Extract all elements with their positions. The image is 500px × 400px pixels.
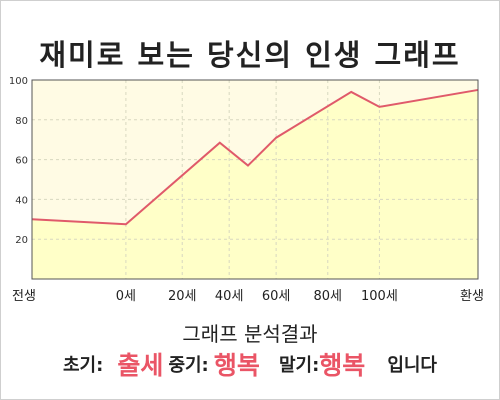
result-summary: 초기: 출세 중기: 행복 말기:행복 입니다 [0,346,500,382]
chart-title: 재미로 보는 당신의 인생 그래프 [39,38,461,72]
y-tick-label-80: 80 [15,116,28,127]
result-title: 그래프 분석결과 [182,322,318,346]
y-tick-label-100: 100 [9,76,28,87]
mid-label: 중기: [168,355,209,376]
result-suffix: 입니다 [387,355,437,376]
x-tick-label-4: 60세 [262,289,291,304]
series-line [31,88,479,226]
x-tick-label-7: 환생 [460,289,484,304]
x-tick-label-1: 0세 [116,289,136,304]
area-fill [32,89,478,279]
life-graph-chart: 20 40 60 80 100 전생 0세 20세 40세 60세 80세 100세 환생 [9,76,484,304]
x-tick-label-2: 20세 [168,289,197,304]
mid-value: 행복 [213,351,260,380]
plot-border [31,79,479,280]
late-value: 행복 [319,351,366,380]
x-tick-label-0: 전생 [12,289,36,304]
early-value: 출세 [117,351,164,380]
y-tick-label-60: 60 [15,156,28,167]
x-tick-label-3: 40세 [215,289,244,304]
y-tick-label-20: 20 [15,235,28,246]
x-tick-label-6: 100세 [361,289,398,304]
y-tick-label-40: 40 [15,195,28,206]
x-tick-label-5: 80세 [314,289,343,304]
early-label: 초기: [63,355,104,376]
late-label: 말기: [278,355,320,376]
